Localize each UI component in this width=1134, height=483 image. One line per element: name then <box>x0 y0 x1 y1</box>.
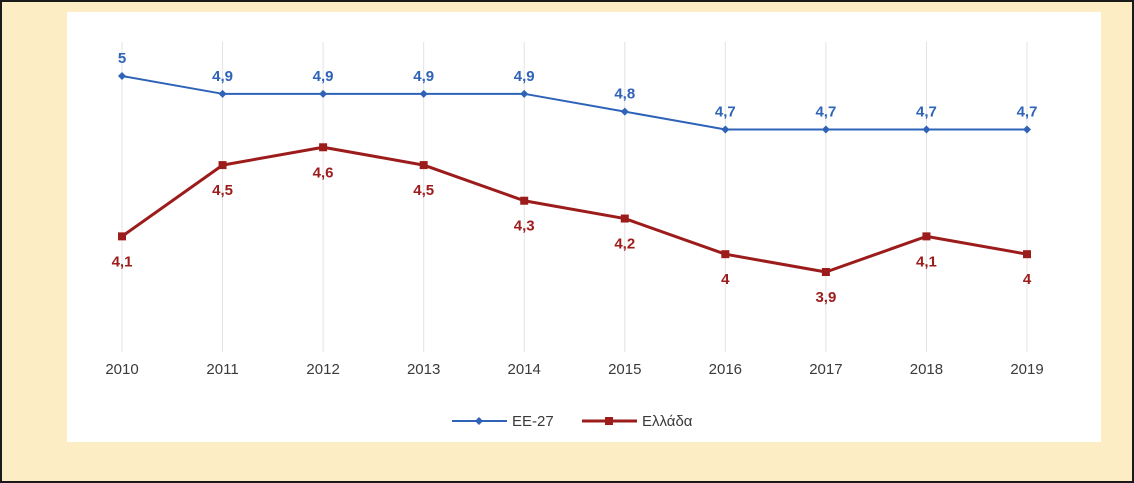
x-tick-label-2016: 2016 <box>709 361 742 378</box>
data-label-eu27-2019: 4,7 <box>1017 103 1038 120</box>
point-eu27-2015 <box>620 107 629 116</box>
legend-marker-eu27 <box>475 417 483 425</box>
data-label-eu27-2013: 4,9 <box>413 68 434 85</box>
legend-label-greece: Ελλάδα <box>642 413 693 430</box>
point-greece-2016 <box>721 250 730 259</box>
x-tick-label-2012: 2012 <box>306 361 339 378</box>
data-label-eu27-2015: 4,8 <box>614 86 635 103</box>
point-eu27-2010 <box>118 72 126 80</box>
point-greece-2019 <box>1023 250 1031 259</box>
point-greece-2015 <box>620 214 629 223</box>
data-label-greece-2014: 4,3 <box>514 218 535 235</box>
x-tick-label-2017: 2017 <box>809 361 842 378</box>
x-axis: 2010 2011 2012 2013 2014 2015 2016 2017 2018 2019 <box>105 361 1043 378</box>
data-label-greece-2017: 3,9 <box>815 289 836 306</box>
x-tick-label-2013: 2013 <box>407 361 440 378</box>
x-tick-label-2019: 2019 <box>1010 361 1043 378</box>
x-tick-label-2014: 2014 <box>508 361 541 378</box>
gridlines <box>121 42 1028 352</box>
line-chart: 5 4,9 4,9 4,9 4,9 4,8 4,7 4,7 4,7 4,7 4,1 4,5 4,6 4,5… <box>105 42 1044 430</box>
data-label-eu27-2010: 5 <box>118 50 126 67</box>
series-line-eu27 <box>121 75 1027 131</box>
x-tick-label-2018: 2018 <box>910 361 943 378</box>
point-eu27-2012 <box>319 89 328 98</box>
data-label-eu27-2014: 4,9 <box>514 68 535 85</box>
data-label-eu27-2016: 4,7 <box>715 103 736 120</box>
data-label-greece-2011: 4,5 <box>212 182 233 199</box>
data-labels: 5 4,9 4,9 4,9 4,9 4,8 4,7 4,7 4,7 4,7 4,1 4,5 4,6 4,5… <box>112 50 1038 306</box>
point-greece-2011 <box>218 161 227 170</box>
point-greece-2013 <box>419 161 428 170</box>
data-label-eu27-2011: 4,9 <box>212 68 233 85</box>
point-greece-2018 <box>922 232 931 241</box>
series-lines <box>118 72 1031 276</box>
x-tick-label-2011: 2011 <box>206 361 238 378</box>
data-label-greece-2010: 4,1 <box>112 253 133 270</box>
chart-panel: 5 4,9 4,9 4,9 4,9 4,8 4,7 4,7 4,7 4,7 4,1 4,5 4,6 4,5… <box>67 12 1101 442</box>
series-line-greece <box>121 145 1028 274</box>
point-greece-2010 <box>118 232 126 241</box>
data-label-eu27-2018: 4,7 <box>916 103 937 120</box>
x-tick-label-2015: 2015 <box>608 361 641 378</box>
point-greece-2017 <box>821 268 830 276</box>
legend: ΕΕ-27 Ελλάδα <box>452 413 693 430</box>
point-eu27-2018 <box>922 125 931 134</box>
point-greece-2014 <box>520 196 529 205</box>
data-label-greece-2013: 4,5 <box>413 182 434 199</box>
point-eu27-2013 <box>419 89 428 98</box>
x-tick-label-2010: 2010 <box>105 361 138 378</box>
data-label-greece-2012: 4,6 <box>313 164 334 181</box>
point-eu27-2014 <box>520 89 529 98</box>
point-eu27-2019 <box>1023 125 1031 134</box>
data-label-greece-2016: 4 <box>721 271 730 288</box>
data-label-greece-2018: 4,1 <box>916 253 937 270</box>
point-greece-2012 <box>319 143 328 152</box>
data-label-greece-2019: 4 <box>1023 271 1032 288</box>
legend-marker-greece <box>605 417 613 425</box>
point-eu27-2011 <box>218 89 227 98</box>
data-label-greece-2015: 4,2 <box>614 236 635 253</box>
data-label-eu27-2017: 4,7 <box>815 103 836 120</box>
legend-label-eu27: ΕΕ-27 <box>512 413 554 430</box>
point-eu27-2017 <box>821 125 830 134</box>
data-label-eu27-2012: 4,9 <box>313 68 334 85</box>
point-eu27-2016 <box>721 125 730 134</box>
